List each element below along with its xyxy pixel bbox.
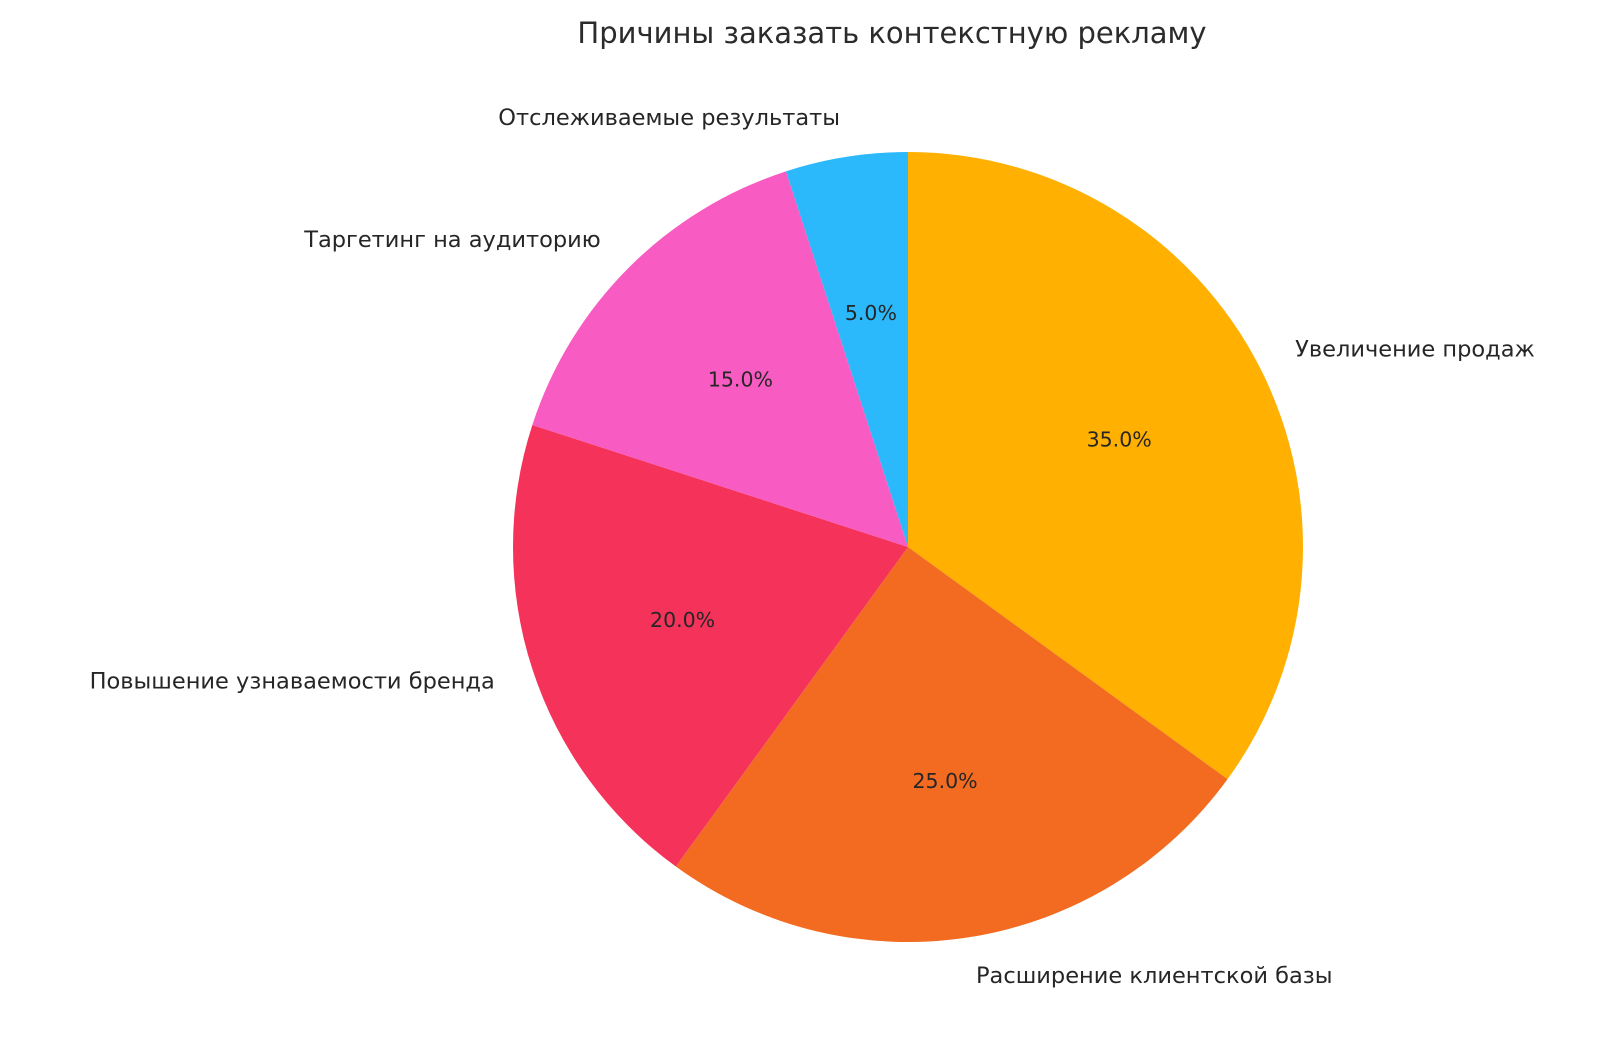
slice-labels: Увеличение продаж Расширение клиентской б… <box>90 105 1535 989</box>
slice-label-4: Отслеживаемые результаты <box>498 105 840 131</box>
pct-label-2: 20.0% <box>650 608 715 632</box>
slice-label-3: Таргетинг на аудиторию <box>303 227 601 253</box>
pct-label-1: 25.0% <box>913 769 978 793</box>
pie-slices <box>513 152 1303 943</box>
pie-slice-4 <box>785 152 908 547</box>
pie-slice-3 <box>532 171 908 547</box>
slice-label-0: Увеличение продаж <box>1295 337 1535 363</box>
pct-label-3: 15.0% <box>708 367 773 391</box>
pie-slice-0 <box>908 152 1303 780</box>
pie-slice-1 <box>675 547 1228 943</box>
pct-label-4: 5.0% <box>845 301 897 325</box>
pie-slice-2 <box>513 424 908 867</box>
pct-labels: 35.0% 25.0% 20.0% 15.0% 5.0% <box>650 301 1152 793</box>
slice-label-1: Расширение клиентской базы <box>976 963 1333 989</box>
chart-title: Причины заказать контекстную рекламу <box>577 16 1206 50</box>
slice-label-2: Повышение узнаваемости бренда <box>90 668 495 694</box>
pct-label-0: 35.0% <box>1087 427 1152 451</box>
